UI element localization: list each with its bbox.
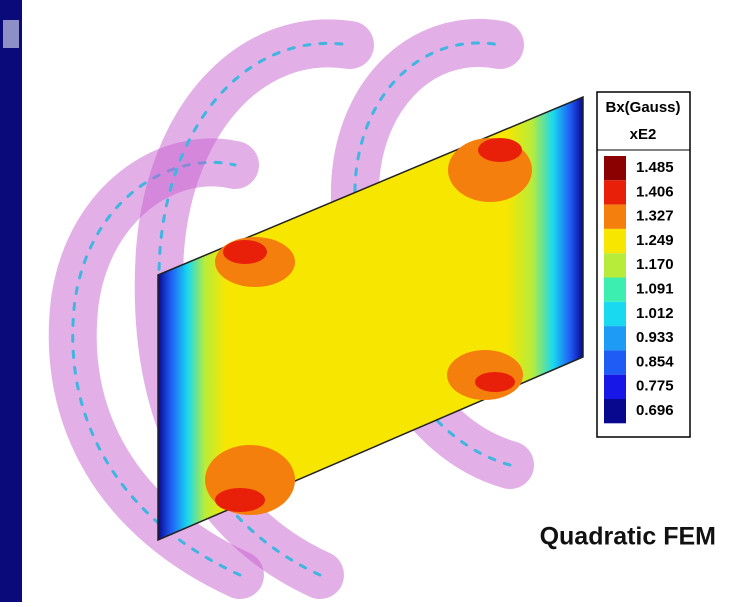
legend-swatch [604, 204, 626, 229]
legend-unit: xE2 [630, 126, 657, 143]
legend-swatch [604, 301, 626, 327]
legend-label: 0.775 [636, 378, 674, 395]
legend-label: 1.170 [636, 256, 674, 273]
legend-label: 0.854 [636, 353, 674, 370]
legend-swatch [604, 399, 626, 424]
legend-swatch [604, 350, 626, 375]
legend-label: 0.696 [636, 402, 674, 419]
legend-swatch [604, 253, 626, 278]
legend-label: 1.406 [636, 183, 674, 200]
legend-label: 1.327 [636, 208, 674, 225]
legend-label: 1.485 [636, 159, 674, 176]
legend-title: Bx(Gauss) [605, 99, 680, 116]
caption: Quadratic FEM [540, 523, 716, 551]
strip-block [3, 20, 19, 48]
legend-label: 0.933 [636, 329, 674, 346]
legend-label: 1.091 [636, 280, 674, 297]
legend: Bx(Gauss) xE2 1.485 1.406 1.327 1.249 1.170 1… [596, 91, 691, 438]
legend-swatch [604, 156, 626, 181]
legend-label: 1.249 [636, 232, 674, 249]
legend-swatch [604, 326, 626, 351]
field-plane [157, 95, 584, 542]
legend-swatch [604, 374, 626, 399]
legend-label: 1.012 [636, 305, 674, 322]
legend-swatch [604, 180, 626, 205]
legend-swatch [604, 277, 626, 302]
side-strip [0, 0, 22, 602]
legend-swatch [604, 228, 626, 254]
